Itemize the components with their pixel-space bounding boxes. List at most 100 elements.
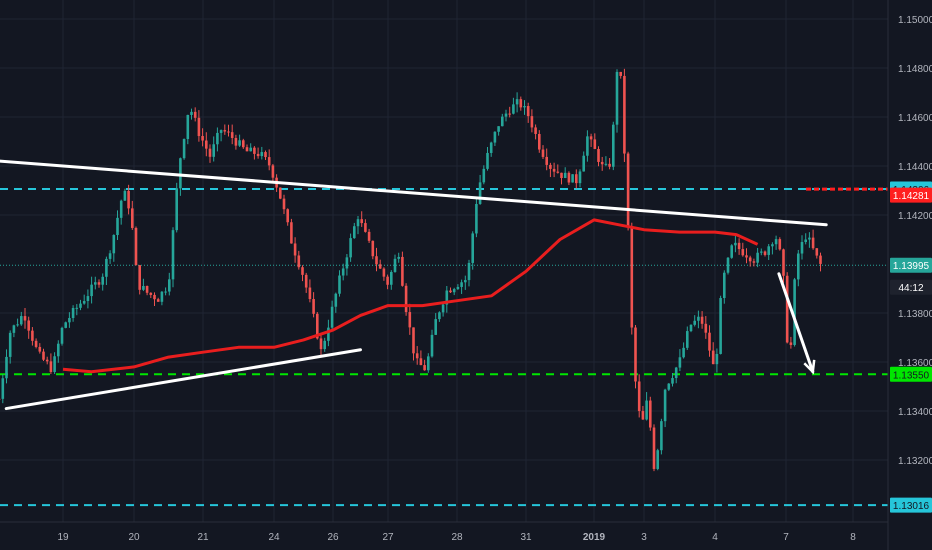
- y-tick-label: 1.13600: [898, 358, 932, 369]
- candle-body: [726, 257, 730, 273]
- candle-body: [760, 251, 763, 253]
- candle-body: [227, 131, 230, 133]
- candle-body: [567, 172, 571, 183]
- candle-body: [119, 200, 123, 218]
- y-tick-label: 1.15000: [898, 15, 932, 26]
- candle-body: [682, 347, 685, 358]
- x-tick-label: 28: [451, 532, 463, 543]
- candle-body: [667, 383, 671, 390]
- candle-body: [245, 147, 249, 152]
- candle-body: [530, 116, 534, 128]
- candle-body: [138, 265, 141, 290]
- candle-body: [97, 282, 101, 285]
- candle-body: [397, 256, 400, 259]
- candle-body: [23, 316, 27, 321]
- trendline-projection-arrow: [777, 272, 815, 374]
- candle-body: [711, 350, 715, 365]
- candle-body: [57, 343, 60, 357]
- candle-body: [149, 292, 153, 295]
- candle-body: [27, 320, 30, 331]
- price-label-text: 44:12: [898, 283, 923, 294]
- candle-body: [630, 227, 634, 328]
- candle-body: [497, 126, 500, 132]
- time-axis[interactable]: 19 20 21 24 26 27 28 31 2019 3 4 7 8: [0, 521, 888, 543]
- candle-body: [145, 285, 149, 293]
- trendline-descending-resistance: [0, 159, 828, 227]
- candle-body: [430, 334, 434, 357]
- candle-body: [797, 253, 800, 280]
- candle-body: [312, 299, 315, 314]
- candle-body: [612, 124, 615, 167]
- candle-body: [230, 132, 234, 138]
- candle-body: [123, 190, 127, 201]
- candle-body: [519, 99, 523, 108]
- price-label-text: 1.13016: [893, 501, 930, 512]
- candle-body: [71, 308, 75, 319]
- candle-body: [349, 238, 352, 258]
- candle-body: [811, 237, 815, 249]
- candle-body: [471, 233, 474, 263]
- candle-body: [508, 113, 511, 115]
- candle-body: [741, 249, 745, 256]
- x-tick-label: 3: [641, 532, 647, 543]
- grid: [0, 0, 888, 522]
- candle-body: [608, 163, 611, 167]
- candle-body: [512, 104, 515, 114]
- candle-body: [94, 282, 97, 285]
- candle-body: [264, 152, 267, 158]
- candle-body: [467, 262, 471, 281]
- candle-body: [127, 190, 130, 209]
- candle-body: [153, 294, 156, 300]
- x-tick-label: 7: [783, 532, 789, 543]
- candle-body: [593, 139, 597, 149]
- candle-body: [819, 255, 822, 264]
- candle-body: [341, 268, 345, 276]
- candle-body: [412, 327, 415, 354]
- candle-body: [645, 400, 648, 420]
- candle-body: [600, 161, 604, 165]
- candle-body: [53, 356, 56, 372]
- candle-body: [804, 239, 807, 243]
- moving-average: [62, 218, 759, 374]
- candle-body: [197, 117, 201, 137]
- candle-body: [704, 323, 708, 333]
- candle-body: [663, 389, 667, 422]
- candle-body: [767, 246, 770, 255]
- candle-body: [515, 99, 519, 105]
- candle-body: [589, 136, 593, 140]
- price-label-cyan-bottom: 1.13016: [890, 497, 932, 513]
- candle-body: [308, 287, 312, 300]
- x-tick-label: 27: [382, 532, 394, 543]
- candle-body: [541, 149, 545, 157]
- candle-body: [378, 264, 382, 269]
- candle-body: [112, 235, 116, 254]
- candle-body: [1, 378, 5, 399]
- candle-body: [752, 261, 756, 263]
- price-label-countdown: 44:12: [890, 279, 932, 295]
- candle-body: [619, 71, 622, 76]
- candle-body: [356, 219, 360, 227]
- candle-body: [5, 356, 8, 379]
- candle-body: [456, 286, 460, 290]
- candle-body: [382, 268, 386, 277]
- arrow-head-icon: [803, 359, 816, 375]
- candle-body: [290, 222, 293, 244]
- candle-body: [615, 71, 619, 125]
- price-axis[interactable]: 1.15000 1.14800 1.14600 1.14400 1.14200 1.138…: [887, 0, 932, 550]
- candle-body: [641, 411, 645, 420]
- candle-body: [390, 271, 393, 285]
- candle-body: [423, 365, 426, 371]
- candle-body: [68, 318, 71, 323]
- candle-body: [271, 165, 275, 178]
- candle-body: [489, 142, 493, 153]
- candle-body: [334, 293, 338, 307]
- x-tick-label: 21: [197, 532, 209, 543]
- candle-body: [156, 299, 160, 302]
- candle-body: [105, 258, 108, 277]
- candle-body: [745, 255, 748, 258]
- candle-body: [90, 284, 93, 297]
- candle-body: [234, 137, 238, 146]
